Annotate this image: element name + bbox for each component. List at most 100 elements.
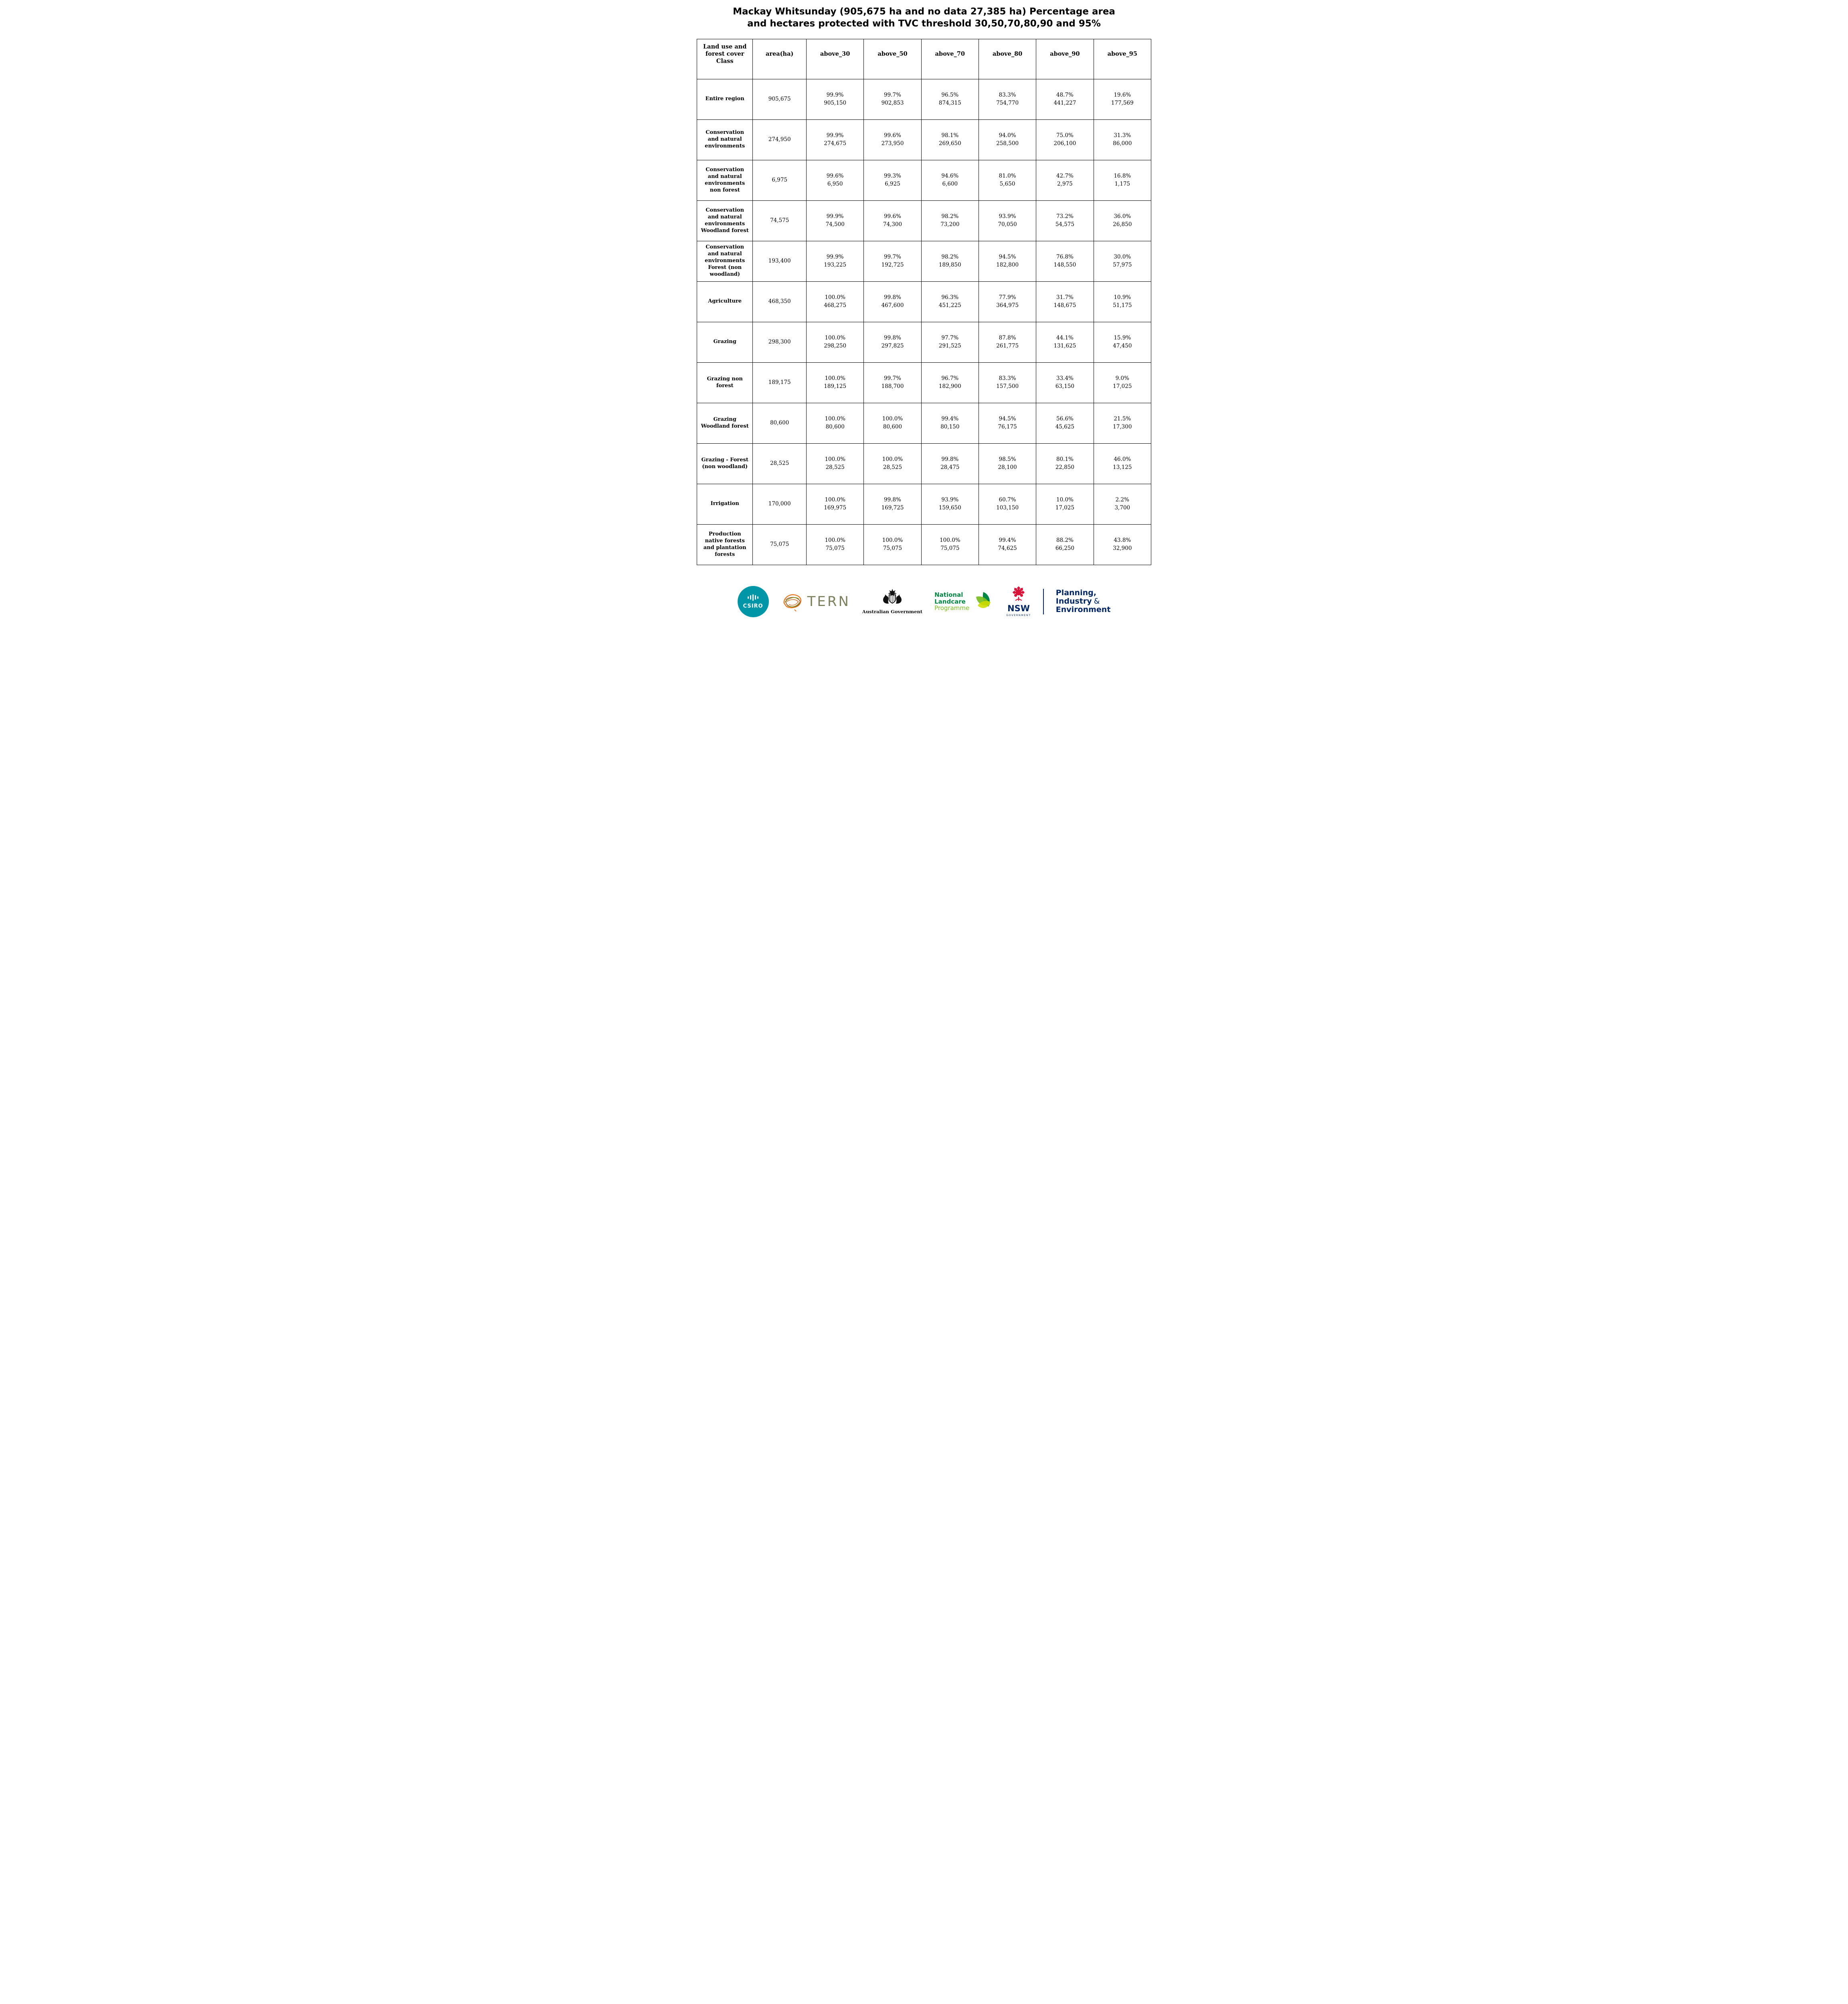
hectares-value: 261,775 — [996, 342, 1019, 349]
area-value: 298,300 — [752, 321, 807, 363]
threshold-cell: 99.9% 74,500 — [806, 200, 864, 241]
tern-logo-text: TERN — [807, 593, 850, 610]
threshold-cell: 33.4% 63,150 — [1036, 362, 1094, 403]
nsw-logo-subtext: GOVERNMENT — [1006, 614, 1031, 617]
threshold-cell: 98.2% 73,200 — [921, 200, 979, 241]
threshold-cell: 100.0% 75,075 — [921, 524, 979, 565]
landcare-line-3: Programme — [934, 604, 970, 612]
threshold-cell: 60.7% 103,150 — [978, 483, 1037, 525]
threshold-cell: 88.2% 66,250 — [1036, 524, 1094, 565]
threshold-cell: 36.0% 26,850 — [1093, 200, 1152, 241]
percent-value: 100.0% — [825, 375, 845, 382]
percent-value: 100.0% — [882, 537, 903, 544]
threshold-cell: 87.8% 261,775 — [978, 321, 1037, 363]
percent-value: 99.3% — [884, 173, 901, 180]
landuse-class-label: Conservation and natural environments Fo… — [696, 240, 753, 282]
landuse-class-label: Production native forests and plantation… — [696, 524, 753, 565]
australian-government-logo-text: Australian Government — [862, 609, 923, 615]
table-row: Conservation and natural environments Fo… — [696, 240, 1152, 282]
area-value: 468,350 — [752, 281, 807, 322]
coat-of-arms-icon — [883, 589, 902, 604]
percent-value: 21.5% — [1114, 416, 1131, 422]
threshold-cell: 98.2% 189,850 — [921, 240, 979, 282]
threshold-cell: 94.5% 76,175 — [978, 402, 1037, 444]
threshold-cell: 9.0% 17,025 — [1093, 362, 1152, 403]
title-line-1: Mackay Whitsunday (905,675 ha and no dat… — [733, 6, 1115, 17]
percent-value: 83.3% — [999, 92, 1016, 99]
area-value: 193,400 — [752, 240, 807, 282]
hectares-value: 189,850 — [938, 261, 961, 268]
threshold-cell: 76.8% 148,550 — [1036, 240, 1094, 282]
threshold-cell: 100.0% 189,125 — [806, 362, 864, 403]
table-row: Irrigation 170,000 100.0% 169,975 99.8% 169,7… — [696, 483, 1152, 525]
threshold-cell: 99.8% 297,825 — [863, 321, 922, 363]
table-row: Entire region 905,675 99.9% 905,150 99.7% 902… — [696, 79, 1152, 120]
threshold-cell: 99.8% 28,475 — [921, 443, 979, 484]
percent-value: 15.9% — [1114, 335, 1131, 341]
hectares-value: 274,675 — [824, 140, 847, 147]
hectares-value: 76,175 — [998, 423, 1017, 430]
threshold-cell: 43.8% 32,900 — [1093, 524, 1152, 565]
threshold-cell: 73.2% 54,575 — [1036, 200, 1094, 241]
threshold-cell: 94.0% 258,500 — [978, 119, 1037, 160]
threshold-cell: 31.7% 148,675 — [1036, 281, 1094, 322]
hectares-value: 6,600 — [942, 180, 958, 187]
hectares-value: 28,525 — [825, 464, 845, 471]
percent-value: 99.4% — [941, 416, 959, 422]
hectares-value: 74,500 — [825, 221, 845, 228]
hectares-value: 193,225 — [824, 261, 847, 268]
pie-line-1: Planning, — [1055, 588, 1096, 597]
landcare-line-2: Landcare — [934, 598, 966, 605]
hectares-value: 364,975 — [996, 302, 1019, 309]
hectares-value: 148,550 — [1053, 261, 1076, 268]
hectares-value: 103,150 — [996, 504, 1019, 511]
threshold-cell: 100.0% 169,975 — [806, 483, 864, 525]
column-header: above_30 — [806, 38, 864, 79]
percent-value: 99.9% — [826, 92, 844, 99]
hectares-value: 22,850 — [1055, 464, 1075, 471]
hectares-value: 298,250 — [824, 342, 847, 349]
percent-value: 33.4% — [1056, 375, 1074, 382]
hectares-value: 273,950 — [881, 140, 904, 147]
landuse-class-label: Irrigation — [696, 483, 753, 525]
percent-value: 99.7% — [884, 375, 901, 382]
percent-value: 99.9% — [826, 254, 844, 261]
hectares-value: 45,625 — [1055, 423, 1075, 430]
hectares-value: 159,650 — [938, 504, 961, 511]
percent-value: 48.7% — [1056, 92, 1074, 99]
column-header: above_80 — [978, 38, 1037, 79]
hectares-value: 157,500 — [996, 383, 1019, 390]
percent-value: 36.0% — [1114, 213, 1131, 220]
hectares-value: 86,000 — [1113, 140, 1132, 147]
threshold-cell: 99.6% 6,950 — [806, 160, 864, 201]
page-title: Mackay Whitsunday (905,675 ha and no dat… — [694, 6, 1154, 30]
landuse-class-label: Conservation and natural environments no… — [696, 160, 753, 201]
threshold-cell: 56.6% 45,625 — [1036, 402, 1094, 444]
nsw-logo-text: NSW — [1007, 604, 1030, 614]
table-header-row: Land use and forest cover Class area(ha) a… — [696, 38, 1152, 79]
column-header: above_70 — [921, 38, 979, 79]
percent-value: 93.9% — [999, 213, 1016, 220]
pie-line-2: Industry & — [1055, 597, 1100, 606]
hectares-value: 754,770 — [996, 99, 1019, 106]
percent-value: 98.1% — [941, 132, 959, 139]
hectares-value: 874,315 — [938, 99, 961, 106]
landuse-class-label: Grazing — [696, 321, 753, 363]
area-value: 80,600 — [752, 402, 807, 444]
csiro-logo-text: CSIRO — [743, 603, 763, 609]
percent-value: 10.9% — [1114, 294, 1131, 301]
hectares-value: 28,525 — [883, 464, 902, 471]
threshold-cell: 2.2% 3,700 — [1093, 483, 1152, 525]
hectares-value: 467,600 — [881, 302, 904, 309]
percent-value: 30.0% — [1114, 254, 1131, 261]
hectares-value: 902,853 — [881, 99, 904, 106]
percent-value: 19.6% — [1114, 92, 1131, 99]
percent-value: 100.0% — [882, 456, 903, 463]
percent-value: 56.6% — [1056, 416, 1074, 422]
percent-value: 100.0% — [825, 497, 845, 503]
percent-value: 76.8% — [1056, 254, 1074, 261]
threshold-cell: 16.8% 1,175 — [1093, 160, 1152, 201]
hectares-value: 6,950 — [827, 180, 843, 187]
national-landcare-logo-text: National Landcare Programme — [934, 592, 969, 611]
threshold-cell: 99.7% 902,853 — [863, 79, 922, 120]
